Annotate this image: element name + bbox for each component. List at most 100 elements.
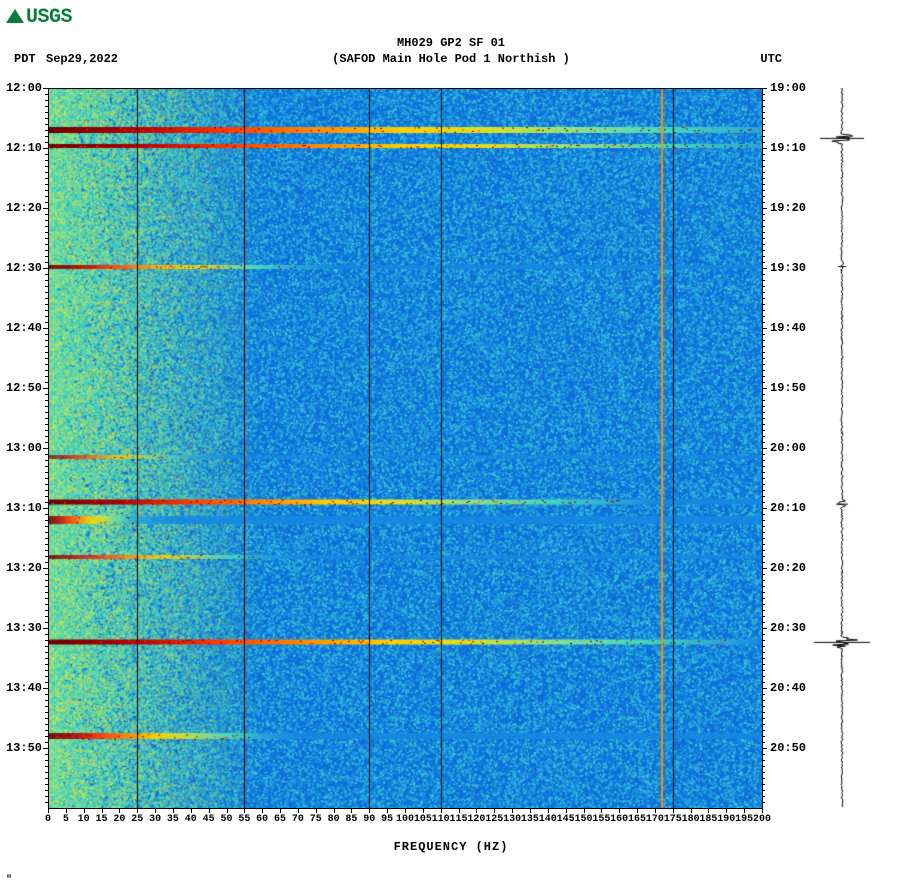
xtick-label: 185	[699, 814, 717, 825]
xtick-mark	[351, 808, 352, 813]
ytick-minor	[762, 412, 765, 413]
ytick-minor	[45, 172, 48, 173]
ytick-minor	[45, 238, 48, 239]
ytick-minor	[45, 142, 48, 143]
ytick-minor	[45, 436, 48, 437]
ytick-minor	[762, 250, 765, 251]
ytick-minor	[45, 358, 48, 359]
ytick-minor	[762, 754, 765, 755]
ytick-minor	[45, 772, 48, 773]
ytick-left: 13:30	[0, 621, 42, 635]
ytick-minor	[762, 100, 765, 101]
ytick-left: 13:10	[0, 501, 42, 515]
ytick-minor	[45, 754, 48, 755]
ytick-left: 12:20	[0, 201, 42, 215]
date-label: Sep29,2022	[46, 52, 118, 66]
ytick-minor	[762, 292, 765, 293]
xtick-label: 30	[149, 814, 161, 825]
ytick-minor	[762, 556, 765, 557]
ytick-minor	[762, 496, 765, 497]
ytick-minor	[762, 616, 765, 617]
ytick-minor	[762, 322, 765, 323]
ytick-mark	[762, 508, 767, 509]
xtick-mark	[316, 808, 317, 813]
x-axis-label: FREQUENCY (HZ)	[394, 840, 509, 854]
xtick-label: 115	[450, 814, 468, 825]
ytick-minor	[762, 706, 765, 707]
ytick-minor	[45, 424, 48, 425]
xtick-mark	[262, 808, 263, 813]
ytick-minor	[762, 718, 765, 719]
ytick-minor	[45, 622, 48, 623]
ytick-mark	[762, 388, 767, 389]
ytick-minor	[762, 178, 765, 179]
xtick-label: 170	[646, 814, 664, 825]
ytick-minor	[45, 478, 48, 479]
ytick-minor	[45, 130, 48, 131]
ytick-minor	[45, 154, 48, 155]
ytick-mark	[43, 88, 48, 89]
ytick-minor	[45, 604, 48, 605]
xtick-mark	[280, 808, 281, 813]
ytick-minor	[762, 670, 765, 671]
xtick-mark	[227, 808, 228, 813]
ytick-minor	[45, 298, 48, 299]
ytick-left: 12:50	[0, 381, 42, 395]
ytick-left: 13:20	[0, 561, 42, 575]
ytick-minor	[45, 202, 48, 203]
ytick-minor	[45, 376, 48, 377]
xtick-label: 175	[664, 814, 682, 825]
ytick-minor	[45, 634, 48, 635]
ytick-minor	[762, 304, 765, 305]
ytick-minor	[45, 190, 48, 191]
ytick-minor	[45, 274, 48, 275]
xtick-label: 125	[485, 814, 503, 825]
ytick-minor	[762, 598, 765, 599]
ytick-minor	[45, 106, 48, 107]
ytick-mark	[43, 628, 48, 629]
ytick-minor	[762, 640, 765, 641]
ytick-minor	[45, 514, 48, 515]
xtick-mark	[66, 808, 67, 813]
ytick-minor	[762, 382, 765, 383]
ytick-minor	[45, 802, 48, 803]
ytick-minor	[762, 400, 765, 401]
chart-title-line1: MH029 GP2 SF 01	[397, 36, 505, 50]
ytick-minor	[45, 784, 48, 785]
ytick-minor	[45, 778, 48, 779]
ytick-minor	[45, 364, 48, 365]
ytick-minor	[762, 286, 765, 287]
ytick-minor	[45, 256, 48, 257]
ytick-minor	[762, 580, 765, 581]
ytick-mark	[762, 568, 767, 569]
ytick-minor	[762, 532, 765, 533]
xtick-mark	[744, 808, 745, 813]
ytick-minor	[762, 490, 765, 491]
ytick-minor	[45, 616, 48, 617]
ytick-minor	[45, 742, 48, 743]
xtick-label: 55	[238, 814, 250, 825]
xtick-mark	[762, 808, 763, 813]
ytick-minor	[762, 460, 765, 461]
ytick-minor	[762, 658, 765, 659]
ytick-minor	[762, 484, 765, 485]
ytick-minor	[762, 172, 765, 173]
ytick-mark	[43, 448, 48, 449]
ytick-minor	[45, 124, 48, 125]
ytick-minor	[762, 592, 765, 593]
ytick-minor	[762, 142, 765, 143]
ytick-minor	[45, 520, 48, 521]
xtick-label: 195	[735, 814, 753, 825]
ytick-minor	[762, 730, 765, 731]
ytick-minor	[45, 406, 48, 407]
ytick-right: 20:00	[770, 441, 812, 455]
xtick-mark	[102, 808, 103, 813]
ytick-minor	[45, 304, 48, 305]
ytick-mark	[43, 388, 48, 389]
ytick-minor	[45, 394, 48, 395]
ytick-minor	[45, 346, 48, 347]
xtick-label: 120	[467, 814, 485, 825]
ytick-mark	[43, 688, 48, 689]
xtick-label: 100	[396, 814, 414, 825]
xtick-label: 85	[345, 814, 357, 825]
